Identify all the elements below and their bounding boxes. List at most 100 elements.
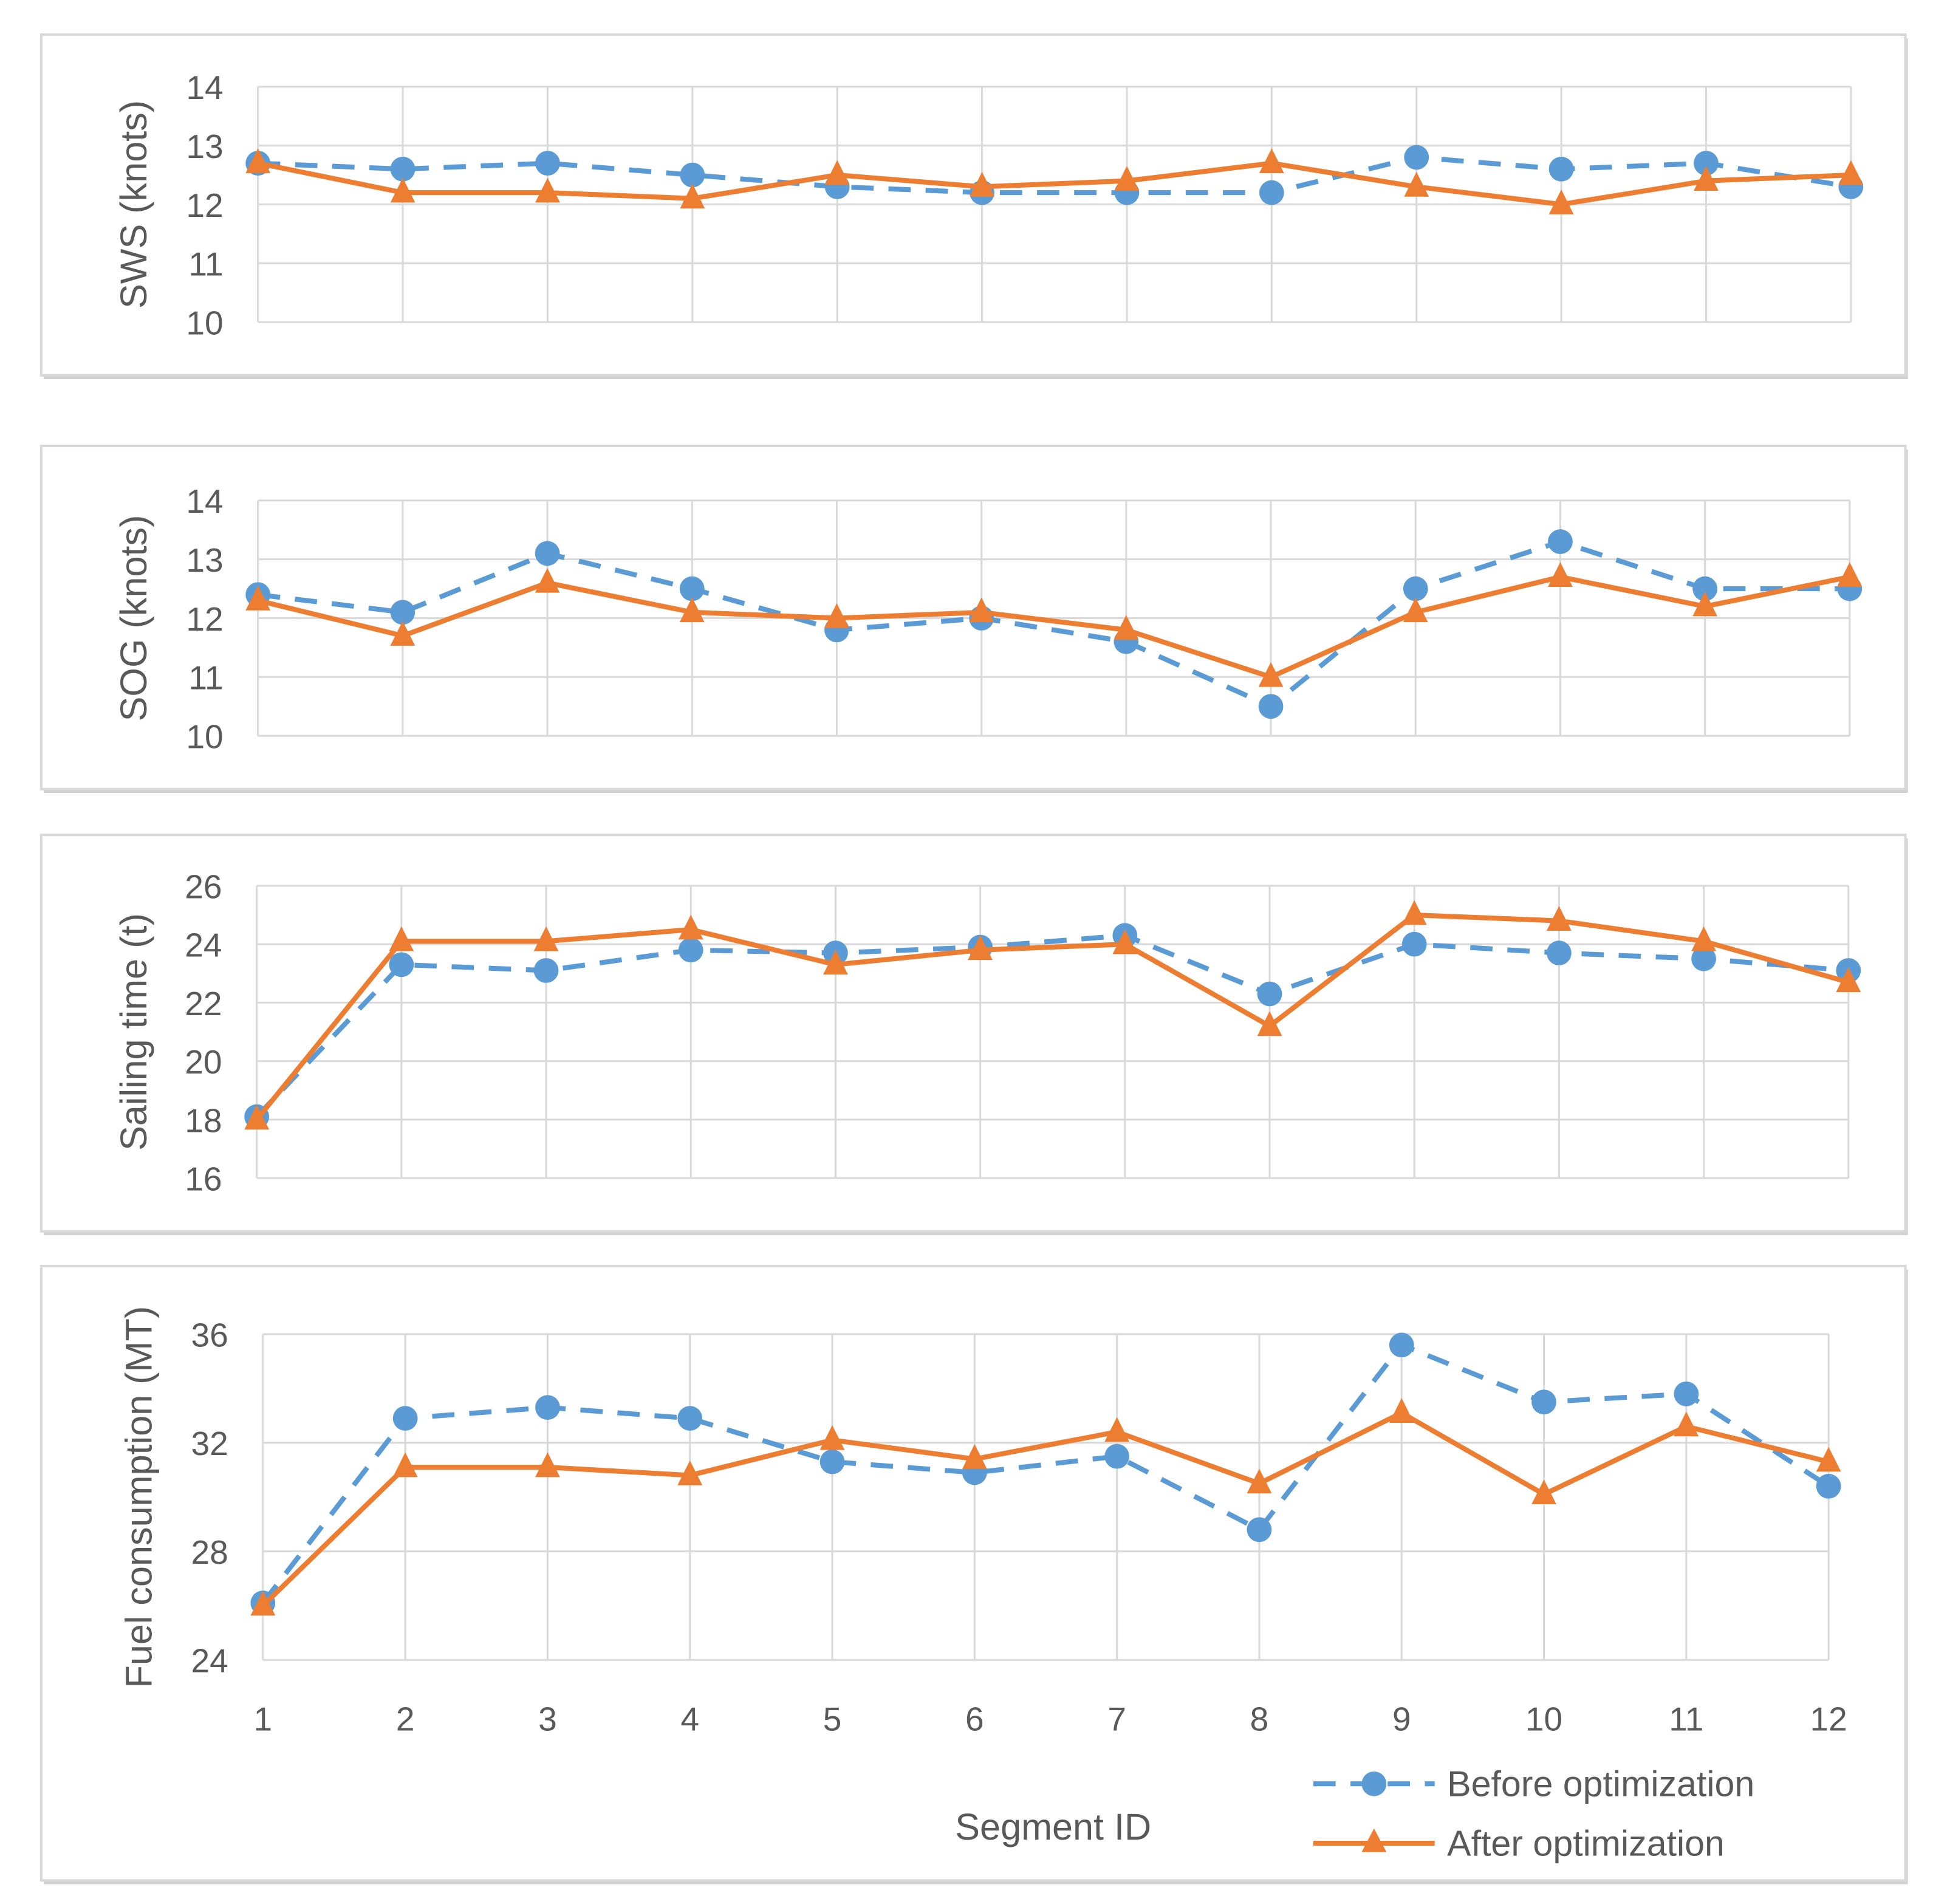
y-tick-label: 11 <box>188 245 223 283</box>
y-tick-label: 10 <box>186 718 223 756</box>
y-tick-label: 22 <box>185 985 222 1022</box>
series-line-before <box>258 539 1850 709</box>
data-point-after <box>1257 1011 1282 1036</box>
data-point-before <box>1816 1473 1841 1499</box>
y-tick-label: 12 <box>186 600 223 638</box>
data-point-after <box>1259 148 1284 173</box>
y-tick-label: 26 <box>185 868 222 905</box>
data-point-before <box>533 958 559 983</box>
data-point-after <box>390 621 416 646</box>
data-point-before <box>1694 151 1719 176</box>
data-point-before <box>1692 576 1718 601</box>
legend: Before optimization After optimization <box>1313 1764 1754 1863</box>
x-tick-label: 9 <box>1392 1700 1411 1738</box>
data-point-after <box>970 171 994 197</box>
x-tick-label: 10 <box>1525 1700 1562 1738</box>
data-point-before <box>535 151 560 176</box>
data-point-after <box>679 597 705 623</box>
data-point-after <box>1403 597 1428 623</box>
y-tick-label: 24 <box>191 1642 228 1680</box>
data-point-after <box>1691 926 1716 951</box>
data-point-after <box>1694 166 1719 191</box>
y-tick-label: 14 <box>186 482 223 520</box>
data-point-before <box>389 952 414 978</box>
data-point-before <box>1548 529 1573 554</box>
x-axis-title: Segment ID <box>955 1806 1151 1847</box>
data-point-after <box>535 567 560 593</box>
panel-frame <box>39 1264 1907 1882</box>
legend-label-after: After optimization <box>1447 1823 1725 1863</box>
series-line-after <box>255 912 1849 1122</box>
y-tick-label: 18 <box>185 1101 222 1139</box>
data-point-after <box>962 1444 987 1469</box>
data-point-before <box>1104 1443 1130 1469</box>
x-tick-label: 3 <box>538 1700 557 1738</box>
series-line-before <box>261 1342 1830 1604</box>
series-line-after <box>257 574 1850 680</box>
data-point-after <box>1404 171 1429 197</box>
x-tick-label: 8 <box>1250 1700 1269 1738</box>
y-axis-title: Sailing time (t) <box>113 913 154 1151</box>
y-tick-label: 32 <box>191 1425 228 1462</box>
data-point-after <box>1548 189 1574 214</box>
legend-item-after: After optimization <box>1313 1823 1725 1863</box>
data-point-after <box>1258 662 1284 687</box>
data-point-before <box>1547 940 1572 965</box>
legend-label-before: Before optimization <box>1447 1764 1754 1804</box>
y-tick-label: 20 <box>185 1043 222 1081</box>
data-point-after <box>389 926 414 951</box>
data-point-before <box>679 576 705 601</box>
data-point-after <box>535 1452 560 1478</box>
data-point-before <box>1247 1517 1272 1543</box>
data-point-after <box>250 1591 276 1616</box>
data-point-before <box>819 1449 845 1474</box>
data-point-before <box>1389 1332 1414 1358</box>
data-point-after <box>390 177 416 203</box>
data-point-before <box>1691 946 1716 971</box>
data-point-after <box>1547 906 1572 931</box>
data-point-after <box>824 160 850 185</box>
y-axis-title: SWS (knots) <box>113 100 154 309</box>
legend-marker-triangle-icon <box>1361 1828 1387 1852</box>
data-point-after <box>1692 591 1718 617</box>
data-point-after <box>1112 929 1138 954</box>
data-point-before <box>680 162 705 188</box>
chart-panel-2: 10 11 12 13 14 SOG (knots) <box>39 445 1908 793</box>
y-tick-label: 14 <box>186 69 223 106</box>
data-point-before <box>1257 981 1282 1007</box>
data-point-after <box>1401 900 1427 925</box>
data-point-after <box>678 914 703 940</box>
legend-item-before: Before optimization <box>1313 1764 1754 1804</box>
data-point-before <box>390 156 416 182</box>
data-point-after <box>680 183 705 209</box>
data-point-after <box>1837 562 1863 587</box>
series-line-before <box>258 154 1852 196</box>
data-point-after <box>1114 166 1140 191</box>
x-tick-label: 11 <box>1669 1700 1703 1738</box>
data-point-before <box>1548 156 1574 182</box>
data-point-after <box>1816 1447 1841 1472</box>
x-tick-label: 12 <box>1810 1700 1847 1738</box>
data-point-after <box>1838 160 1864 185</box>
data-point-after <box>1247 1468 1272 1494</box>
y-tick-label: 12 <box>186 187 223 224</box>
data-point-after <box>535 177 560 203</box>
y-tick-label: 11 <box>188 659 223 697</box>
data-point-before <box>1404 145 1429 170</box>
data-point-after <box>968 935 993 961</box>
chart-panel-1: 10 11 12 13 14 SWS (knots) <box>39 33 1908 379</box>
y-tick-label: 10 <box>186 304 223 342</box>
data-point-before <box>1259 180 1284 205</box>
data-point-after <box>824 603 849 628</box>
data-point-before <box>535 541 560 566</box>
y-axis-title: Fuel consumption (MT) <box>118 1306 159 1688</box>
x-tick-label: 2 <box>396 1700 415 1738</box>
panel-frame <box>39 834 1907 1233</box>
x-tick-label: 5 <box>823 1700 842 1738</box>
data-point-before <box>678 937 703 963</box>
data-point-after <box>677 1460 703 1485</box>
data-point-after <box>1836 967 1861 993</box>
y-tick-label: 13 <box>186 541 223 579</box>
